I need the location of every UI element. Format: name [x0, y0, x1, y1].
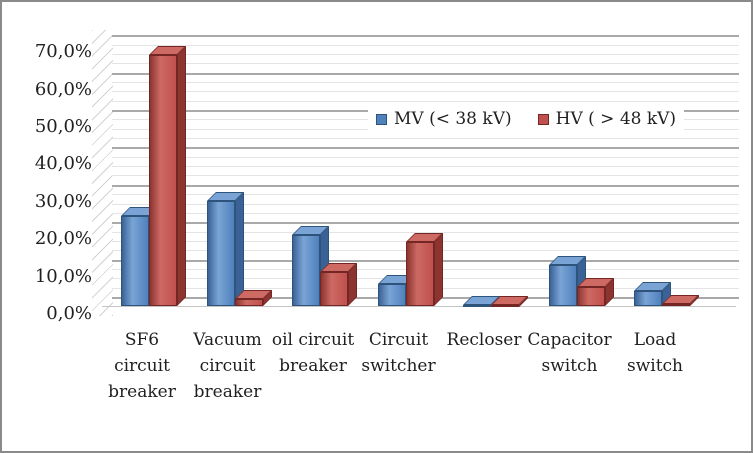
minor-gridline	[112, 100, 739, 102]
y-axis-tick-label: 30,0%	[34, 190, 92, 212]
major-gridline	[112, 72, 739, 75]
minor-gridline	[112, 91, 739, 93]
bar-mv-circuit-switcher	[377, 283, 406, 306]
y-axis-tick-label: 40,0%	[34, 153, 92, 175]
bar-mv-oil-circuit-breaker	[292, 234, 320, 306]
bar-side-mv-vacuum-circuit-breaker	[234, 192, 244, 306]
minor-gridline	[112, 63, 739, 65]
left-wall-hatch	[92, 30, 113, 316]
mv-legend-label: MV (< 38 kV)	[394, 109, 512, 129]
bar-hv-capacitor-switch	[576, 287, 605, 306]
y-axis-tick-label: 70,0%	[34, 41, 92, 63]
legend-item-hv: HV ( > 48 kV)	[537, 109, 677, 129]
hv-legend-label: HV ( > 48 kV)	[555, 109, 677, 129]
minor-gridline	[112, 175, 739, 177]
minor-gridline	[112, 53, 739, 55]
minor-gridline	[112, 156, 739, 158]
minor-gridline	[112, 81, 739, 83]
x-axis-category-label: Vacuum circuit breaker	[193, 330, 262, 402]
legend-item-mv: MV (< 38 kV)	[376, 109, 512, 129]
y-axis-tick-label: 60,0%	[34, 78, 92, 100]
bar-mv-sf6-circuit-breaker	[121, 216, 149, 306]
bar-side-hv-sf6-circuit-breaker	[177, 46, 186, 306]
major-gridline	[112, 222, 739, 225]
x-axis-category-label: oil circuit breaker	[271, 330, 355, 376]
minor-gridline	[112, 203, 739, 205]
bar-hv-sf6-circuit-breaker	[149, 55, 177, 306]
y-axis-tick-label: 10,0%	[34, 265, 92, 287]
bar-hv-vacuum-circuit-breaker	[234, 298, 263, 306]
x-axis-category-label: Recloser	[446, 330, 522, 350]
minor-gridline	[112, 231, 739, 233]
bar-hv-load-switch	[662, 304, 690, 307]
mv-legend-swatch	[376, 113, 387, 125]
hv-legend-swatch	[537, 113, 549, 125]
y-axis-tick-label: 50,0%	[34, 116, 92, 137]
x-axis-category-label: Circuit switcher	[361, 330, 436, 376]
minor-gridline	[112, 44, 739, 46]
bar-hv-oil-circuit-breaker	[320, 272, 348, 306]
major-gridline	[112, 35, 739, 38]
minor-gridline	[112, 212, 739, 214]
bar-mv-capacitor-switch	[548, 264, 577, 306]
bar-mv-vacuum-circuit-breaker	[206, 201, 235, 306]
minor-gridline	[112, 138, 739, 140]
chart-legend: MV (< 38 kV) HV ( > 48 kV)	[368, 107, 685, 131]
minor-gridline	[112, 194, 739, 196]
bar-hv-recloser	[491, 304, 519, 307]
x-axis-category-label: SF6 circuit breaker	[108, 330, 176, 402]
x-axis-category-label: Capacitor switch	[527, 330, 612, 376]
major-gridline	[112, 184, 739, 187]
bar-mv-load-switch	[634, 291, 662, 306]
x-axis-line	[102, 306, 736, 307]
y-axis-tick-label: 0,0%	[46, 303, 92, 324]
x-axis-category-label: Load switch	[626, 330, 683, 376]
bar-hv-circuit-switcher	[405, 242, 434, 306]
major-gridline	[112, 147, 739, 150]
bar-top-hv-load-switch	[662, 295, 699, 305]
minor-gridline	[112, 166, 739, 168]
y-axis-tick-label: 20,0%	[34, 228, 92, 250]
bar-mv-recloser	[463, 304, 491, 307]
bar-side-hv-circuit-switcher	[433, 233, 443, 306]
